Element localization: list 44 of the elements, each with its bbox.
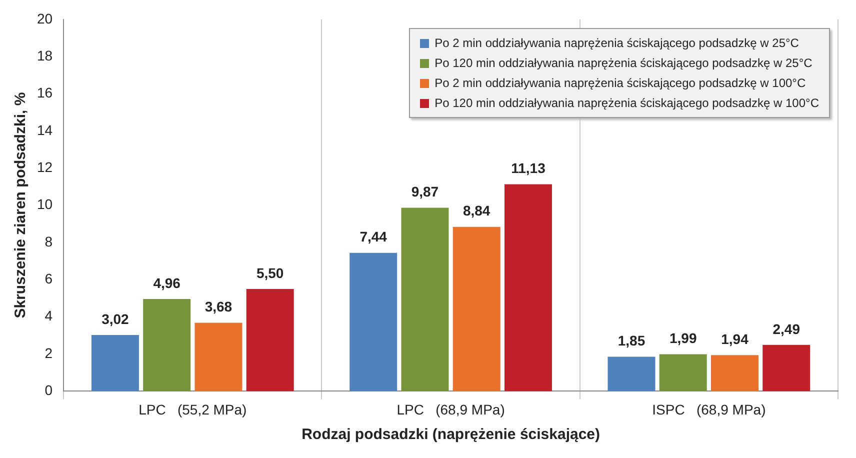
legend-label: Po 120 min oddziaływania naprężenia ściskającego podsadzkę w 25°C — [434, 56, 812, 70]
data-label: 5,50 — [256, 264, 284, 281]
y-tick-label: 10 — [36, 196, 53, 212]
y-axis-title: Skruszenie ziaren podsadzki, % — [12, 92, 30, 318]
data-label: 8,84 — [462, 202, 490, 219]
bar — [504, 184, 552, 392]
x-tick-label: ISPC (68,9 MPa) — [652, 401, 766, 418]
y-tick-label: 20 — [36, 10, 53, 26]
data-label: 2,49 — [772, 320, 800, 337]
data-label: 3,68 — [204, 298, 232, 315]
y-tick-label: 18 — [36, 47, 53, 64]
bar — [91, 335, 139, 392]
y-tick-label: 14 — [36, 122, 53, 138]
data-label: 1,94 — [721, 330, 749, 347]
bar — [143, 298, 191, 392]
bar — [762, 344, 810, 392]
bar — [246, 288, 294, 392]
bar — [608, 356, 656, 392]
y-tick-label: 4 — [44, 308, 53, 324]
x-axis-title: Rodzaj podsadzki (naprężenie ściskające) — [302, 426, 600, 444]
data-label: 3,02 — [102, 310, 130, 327]
data-label: 7,44 — [360, 228, 388, 245]
bar — [350, 252, 398, 392]
y-tick-label: 0 — [44, 382, 53, 398]
data-label: 11,13 — [511, 160, 546, 176]
legend-label: Po 2 min oddziaływania naprężenia ściskającego podsadzkę w 25°C — [434, 36, 799, 50]
bar — [710, 355, 758, 392]
y-tick-label: 2 — [44, 344, 53, 361]
y-tick-label: 12 — [36, 158, 53, 175]
data-label: 1,99 — [669, 330, 697, 346]
bar — [401, 208, 449, 392]
x-tick-label: LPC (68,9 MPa) — [396, 401, 505, 418]
data-label: 1,85 — [618, 332, 646, 349]
y-tick-label: 16 — [36, 84, 53, 101]
y-tick-label: 6 — [44, 270, 53, 287]
x-tick-label: LPC (55,2 MPa) — [138, 401, 247, 418]
legend-label: Po 2 min oddziaływania naprężenia ściskającego podsadzkę w 100°C — [434, 76, 806, 90]
bar — [452, 226, 500, 392]
data-label: 9,87 — [411, 184, 439, 200]
legend-label: Po 120 min oddziaływania naprężenia ściskającego podsadzkę w 100°C — [434, 96, 819, 110]
bar — [659, 354, 707, 392]
y-tick-label: 8 — [44, 233, 53, 250]
bar — [194, 322, 242, 392]
data-label: 4,96 — [153, 274, 181, 291]
